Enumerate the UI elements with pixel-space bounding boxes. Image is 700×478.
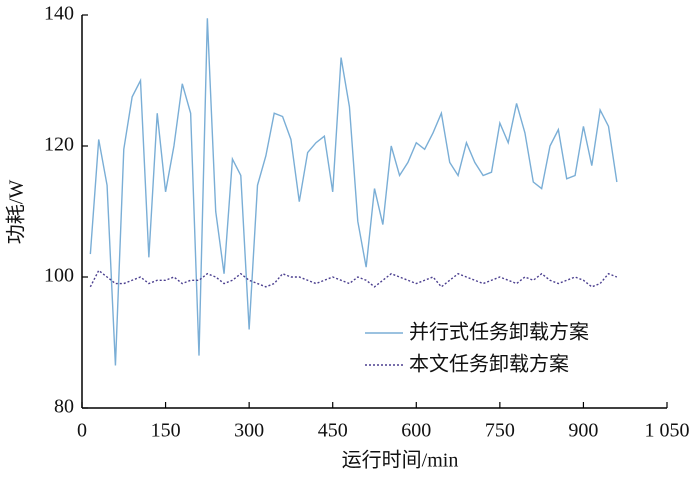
x-tick-label: 0 <box>77 420 87 442</box>
x-tick-label: 750 <box>485 420 515 442</box>
x-tick-label: 300 <box>234 420 264 442</box>
x-tick-label: 150 <box>151 420 181 442</box>
x-axis-label: 运行时间/min <box>342 449 459 472</box>
series-line <box>89 18 618 366</box>
series-line <box>89 269 618 288</box>
y-tick-label: 100 <box>44 265 74 287</box>
y-axis-label: 功耗/W <box>5 180 28 245</box>
y-tick-label: 140 <box>44 3 74 25</box>
x-tick-label: 450 <box>318 420 348 442</box>
x-tick-label: 600 <box>401 420 431 442</box>
x-tick-label: 900 <box>568 420 598 442</box>
legend-label: 本文任务卸载方案 <box>409 352 569 376</box>
y-tick-label: 120 <box>44 134 74 156</box>
y-tick-label: 80 <box>54 396 74 418</box>
legend-label: 并行式任务卸载方案 <box>409 320 589 344</box>
x-tick-label: 1 050 <box>645 420 690 442</box>
